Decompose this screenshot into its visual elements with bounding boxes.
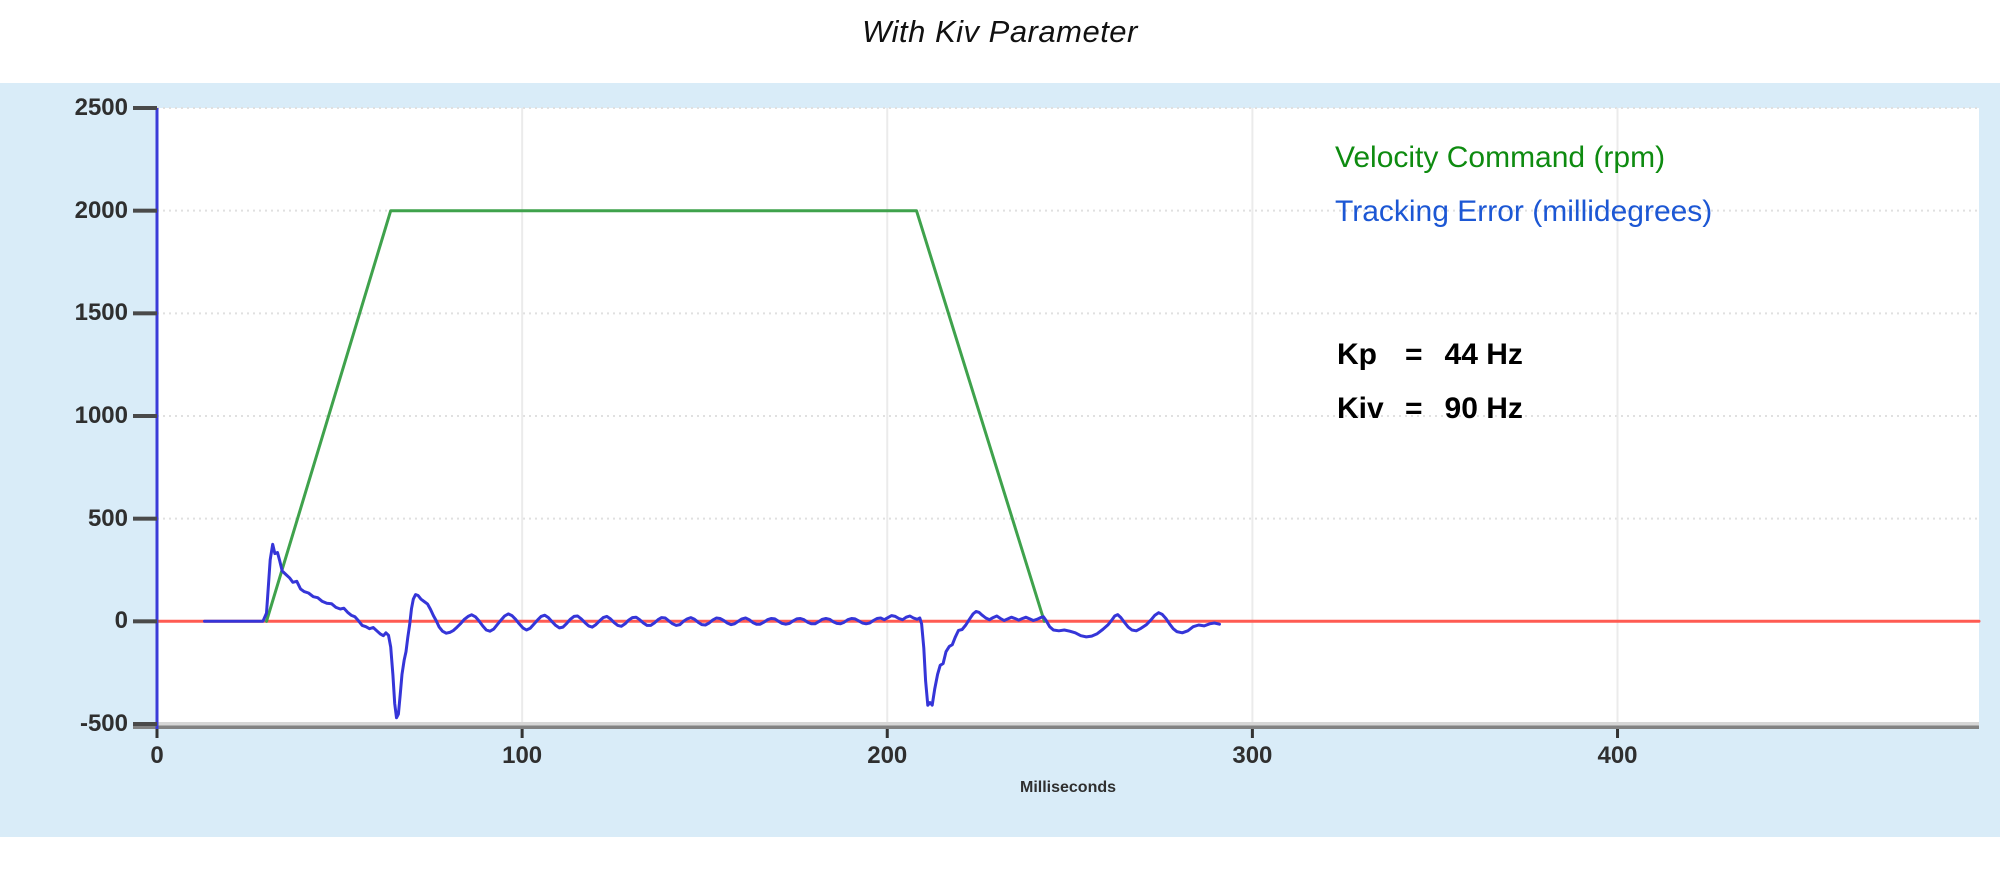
y-tick-mark — [133, 414, 157, 418]
y-tick-mark — [133, 516, 157, 521]
legend-tracking-error: Tracking Error (millidegrees) — [1335, 195, 1713, 228]
y-tick-mark — [133, 208, 157, 213]
param-kp: Kp = 44 Hz — [1337, 336, 1523, 374]
x-tick-mark — [1616, 729, 1620, 738]
x-axis-line-dark — [133, 725, 1979, 729]
x-tick-mark — [155, 729, 159, 738]
param-kiv-value: 90 Hz — [1444, 392, 1523, 425]
x-tick-mark — [1250, 729, 1254, 738]
y-axis-line — [155, 108, 159, 733]
tracking-error-line — [203, 542, 1221, 720]
x-axis-line-light — [133, 722, 1979, 726]
x-tick-mark — [520, 729, 524, 738]
x-tick-mark — [885, 729, 889, 738]
chart-title: With Kiv Parameter — [862, 14, 1138, 49]
y-tick-mark — [133, 722, 157, 726]
param-kiv: Kiv = 90 Hz — [1337, 390, 1523, 428]
param-kiv-equals: = — [1405, 392, 1423, 425]
param-kp-name: Kp — [1337, 338, 1377, 371]
param-kiv-name: Kiv — [1337, 392, 1384, 425]
y-tick-mark — [133, 619, 157, 624]
legend-velocity-command: Velocity Command (rpm) — [1335, 141, 1666, 174]
velocity-command-line — [265, 209, 1046, 623]
y-tick-mark — [133, 106, 157, 110]
param-kp-equals: = — [1405, 338, 1423, 371]
param-kp-value: 44 Hz — [1444, 338, 1523, 371]
y-tick-mark — [133, 311, 157, 316]
